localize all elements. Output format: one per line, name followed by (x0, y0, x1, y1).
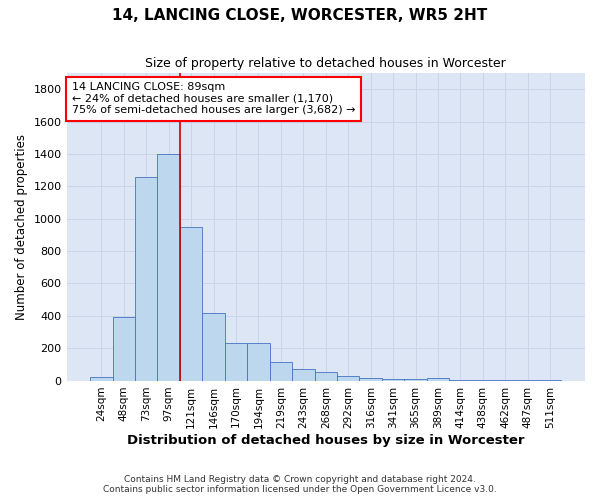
Bar (135, 176, 157, 380)
Bar (269, 362, 292, 380)
Text: 14, LANCING CLOSE, WORCESTER, WR5 2HT: 14, LANCING CLOSE, WORCESTER, WR5 2HT (112, 8, 488, 22)
Bar (359, 378, 382, 380)
Bar (427, 378, 449, 380)
Bar (247, 342, 269, 380)
Bar (337, 376, 359, 380)
Bar (180, 227, 202, 380)
Title: Size of property relative to detached houses in Worcester: Size of property relative to detached ho… (145, 58, 506, 70)
Bar (225, 342, 247, 380)
Y-axis label: Number of detached properties: Number of detached properties (15, 134, 28, 320)
Text: 14 LANCING CLOSE: 89sqm
← 24% of detached houses are smaller (1,170)
75% of semi: 14 LANCING CLOSE: 89sqm ← 24% of detache… (72, 82, 355, 116)
Bar (90, 376, 113, 380)
Bar (382, 379, 404, 380)
Bar (314, 372, 337, 380)
Bar (157, 154, 180, 380)
X-axis label: Distribution of detached houses by size in Worcester: Distribution of detached houses by size … (127, 434, 524, 448)
Bar (202, 314, 225, 380)
Bar (113, 318, 135, 380)
Bar (292, 369, 314, 380)
Text: Contains HM Land Registry data © Crown copyright and database right 2024.
Contai: Contains HM Land Registry data © Crown c… (103, 474, 497, 494)
